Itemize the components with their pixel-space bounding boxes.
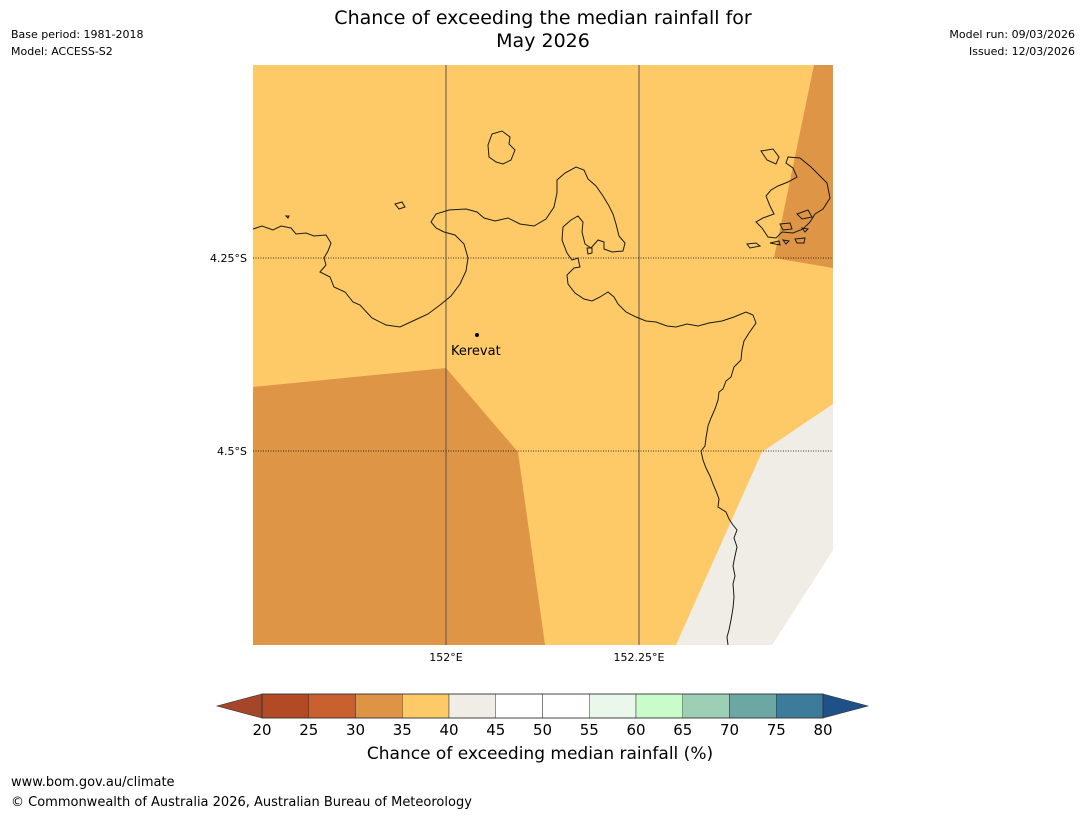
region-30-35-percent-southwest	[253, 368, 545, 645]
lat-label-4-5s: 4.5°S	[217, 445, 247, 458]
islands-ne	[746, 148, 831, 249]
coastline	[252, 130, 831, 646]
colorbar-cell	[776, 693, 824, 719]
islet-1	[394, 201, 406, 210]
issued-text: Issued: 12/03/2026	[968, 45, 1075, 58]
lat-label-4-25s: 4.25°S	[210, 252, 247, 265]
colorbar-ticks: 20 25 30 35 40 45 50 55 60 65 70 75 80	[252, 721, 832, 739]
map-panel	[253, 65, 833, 645]
colorbar-frame	[261, 693, 824, 719]
colorbar-tick-label: 30	[346, 721, 365, 739]
colorbar-cell	[355, 693, 403, 719]
footer-url[interactable]: www.bom.gov.au/climate	[11, 775, 175, 790]
header-meta-left: Base period: 1981-2018 Model: ACCESS-S2	[11, 26, 143, 60]
colorbar-tick-label: 65	[673, 721, 692, 739]
colorbar-cell	[495, 693, 543, 719]
colorbar-cell	[261, 693, 309, 719]
colorbar-tick-label: 40	[439, 721, 458, 739]
colorbar-cell	[448, 693, 496, 719]
islet-2	[284, 215, 290, 219]
model-text: Model: ACCESS-S2	[11, 45, 113, 58]
colorbar-extend-low	[215, 693, 263, 719]
colorbar-tick-label: 75	[767, 721, 786, 739]
model-run-text: Model run: 09/03/2026	[949, 28, 1075, 41]
colorbar-tick-label: 55	[580, 721, 599, 739]
colorbar: 20 25 30 35 40 45 50 55 60 65 70 75 80	[215, 693, 870, 739]
colorbar-tick-label: 25	[299, 721, 318, 739]
colorbar-tick-label: 45	[486, 721, 505, 739]
kerevat-label: Kerevat	[451, 344, 501, 359]
region-30-35-percent-northeast	[774, 65, 833, 268]
lon-label-152-25e: 152.25°E	[614, 651, 665, 664]
header-meta-right: Model run: 09/03/2026 Issued: 12/03/2026	[949, 26, 1075, 60]
colorbar-cell	[308, 693, 356, 719]
colorbar-cell	[542, 693, 590, 719]
colorbar-tick-label: 20	[252, 721, 271, 739]
footer-copyright: © Commonwealth of Australia 2026, Austra…	[11, 795, 472, 810]
colorbar-tick-label: 80	[813, 721, 832, 739]
title-line-1: Chance of exceeding the median rainfall …	[334, 7, 752, 29]
page-title: Chance of exceeding the median rainfall …	[243, 7, 843, 53]
colorbar-tick-label: 35	[393, 721, 412, 739]
colorbar-cell	[682, 693, 730, 719]
region-40-45-percent-southeast	[676, 404, 833, 645]
nodata-corner	[772, 550, 833, 645]
colorbar-tick-label: 70	[720, 721, 739, 739]
colorbar-cell	[729, 693, 777, 719]
colorbar-cell	[402, 693, 450, 719]
colorbar-title: Chance of exceeding median rainfall (%)	[366, 744, 714, 764]
lon-label-152e: 152°E	[429, 651, 462, 664]
colorbar-cell	[635, 693, 683, 719]
coastline-main	[252, 166, 757, 646]
colorbar-cells	[261, 693, 824, 719]
colorbar-tick-label: 60	[626, 721, 645, 739]
islet-3	[586, 247, 593, 255]
graticule	[253, 65, 833, 645]
colorbar-extend-high	[822, 693, 870, 719]
title-line-2: May 2026	[496, 30, 590, 52]
base-period-text: Base period: 1981-2018	[11, 28, 144, 41]
island-north	[487, 130, 516, 165]
colorbar-cell	[589, 693, 637, 719]
colorbar-tick-label: 50	[533, 721, 552, 739]
kerevat-marker	[475, 333, 479, 337]
